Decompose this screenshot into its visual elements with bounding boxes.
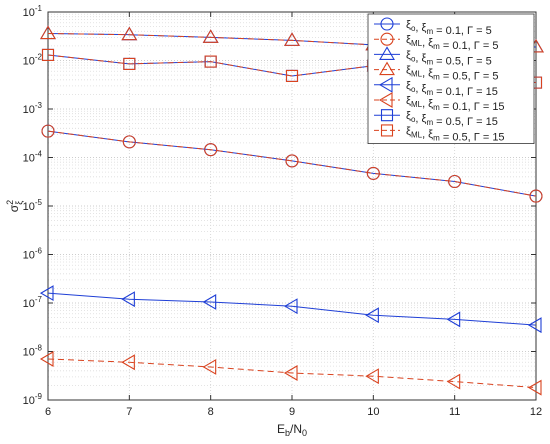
data-point <box>202 29 219 43</box>
legend-entry: ξo, ξm = 0.1, Γ = 5 <box>374 17 492 37</box>
data-point <box>121 291 135 308</box>
legend-marker <box>380 124 394 137</box>
x-tick-label: 6 <box>45 406 51 418</box>
data-point <box>122 135 136 149</box>
y-axis-label: σ2ξ <box>5 200 24 212</box>
legend-marker <box>380 109 394 122</box>
data-point <box>285 69 299 83</box>
legend-label: ξML, ξm = 0.5, Γ = 5 <box>406 65 498 83</box>
data-point <box>202 359 217 375</box>
legend-entry: ξML, ξm = 0.5, Γ = 5 <box>374 61 498 83</box>
data-point <box>365 307 379 324</box>
legend-marker <box>378 76 393 93</box>
legend-entry: ξo, ξm = 0.5, Γ = 15 <box>374 109 498 128</box>
x-axis-label: Eb/N0 <box>277 422 307 438</box>
series-5 <box>39 285 542 334</box>
legend-label: ξo, ξm = 0.5, Γ = 15 <box>406 110 498 128</box>
legend-entry: ξo, ξm = 0.5, Γ = 5 <box>374 46 492 67</box>
data-point <box>283 365 298 381</box>
x-tick-label: 12 <box>530 406 542 418</box>
x-tick-label: 7 <box>126 406 132 418</box>
series-line <box>47 130 537 197</box>
legend-box <box>367 13 535 145</box>
legend-entry: ξML, ξm = 0.1, Γ = 5 <box>374 32 498 52</box>
data-point <box>121 26 138 41</box>
data-point <box>40 25 56 40</box>
data-point <box>529 189 543 203</box>
data-point <box>41 124 55 138</box>
legend-entry: ξo, ξm = 0.1, Γ = 15 <box>374 76 498 98</box>
data-point <box>39 351 54 367</box>
legend-marker <box>380 32 394 46</box>
legend-label: ξML, ξm = 0.5, Γ = 15 <box>406 125 505 143</box>
series-6 <box>39 351 542 396</box>
legend-label: ξML, ξm = 0.1, Γ = 5 <box>406 34 498 52</box>
data-point <box>527 317 542 334</box>
data-point <box>366 166 380 180</box>
grid <box>47 12 537 401</box>
series-line <box>47 358 537 389</box>
series-line <box>47 292 537 326</box>
x-tick-label: 8 <box>208 406 214 418</box>
legend-entry: ξML, ξm = 0.1, Γ = 15 <box>374 92 505 113</box>
data-point <box>527 379 542 396</box>
data-point <box>204 55 217 68</box>
legend-label: ξo, ξm = 0.1, Γ = 15 <box>406 80 498 98</box>
data-point <box>204 143 218 157</box>
legend-label: ξo, ξm = 0.1, Γ = 5 <box>406 19 492 37</box>
legend-marker <box>380 17 394 31</box>
series-2 <box>41 124 543 203</box>
data-point <box>41 48 55 62</box>
legend-marker <box>379 46 395 60</box>
data-point <box>123 57 136 70</box>
data-point <box>446 373 461 390</box>
data-point <box>285 154 299 168</box>
axis-labels: Eb/N0 σ2ξ <box>5 200 307 438</box>
legend-label: ξML, ξm = 0.1, Γ = 15 <box>406 95 505 113</box>
data-point <box>365 368 379 385</box>
series-line <box>47 54 537 84</box>
data-point <box>284 32 300 46</box>
x-tick-label: 10 <box>367 406 379 418</box>
data-point <box>448 174 462 189</box>
data-point <box>446 311 461 328</box>
x-tick-label: 11 <box>449 406 460 418</box>
x-tick-label: 9 <box>289 406 295 418</box>
data-point <box>121 354 135 371</box>
legend-label: ξo, ξm = 0.5, Γ = 5 <box>406 49 492 67</box>
data-point <box>202 294 217 310</box>
legend-marker <box>379 61 395 76</box>
data-point <box>39 285 54 302</box>
legend-marker <box>378 92 393 108</box>
legend-entry: ξML, ξm = 0.5, Γ = 15 <box>374 124 505 143</box>
data-point <box>283 298 298 315</box>
series-line <box>47 33 536 48</box>
